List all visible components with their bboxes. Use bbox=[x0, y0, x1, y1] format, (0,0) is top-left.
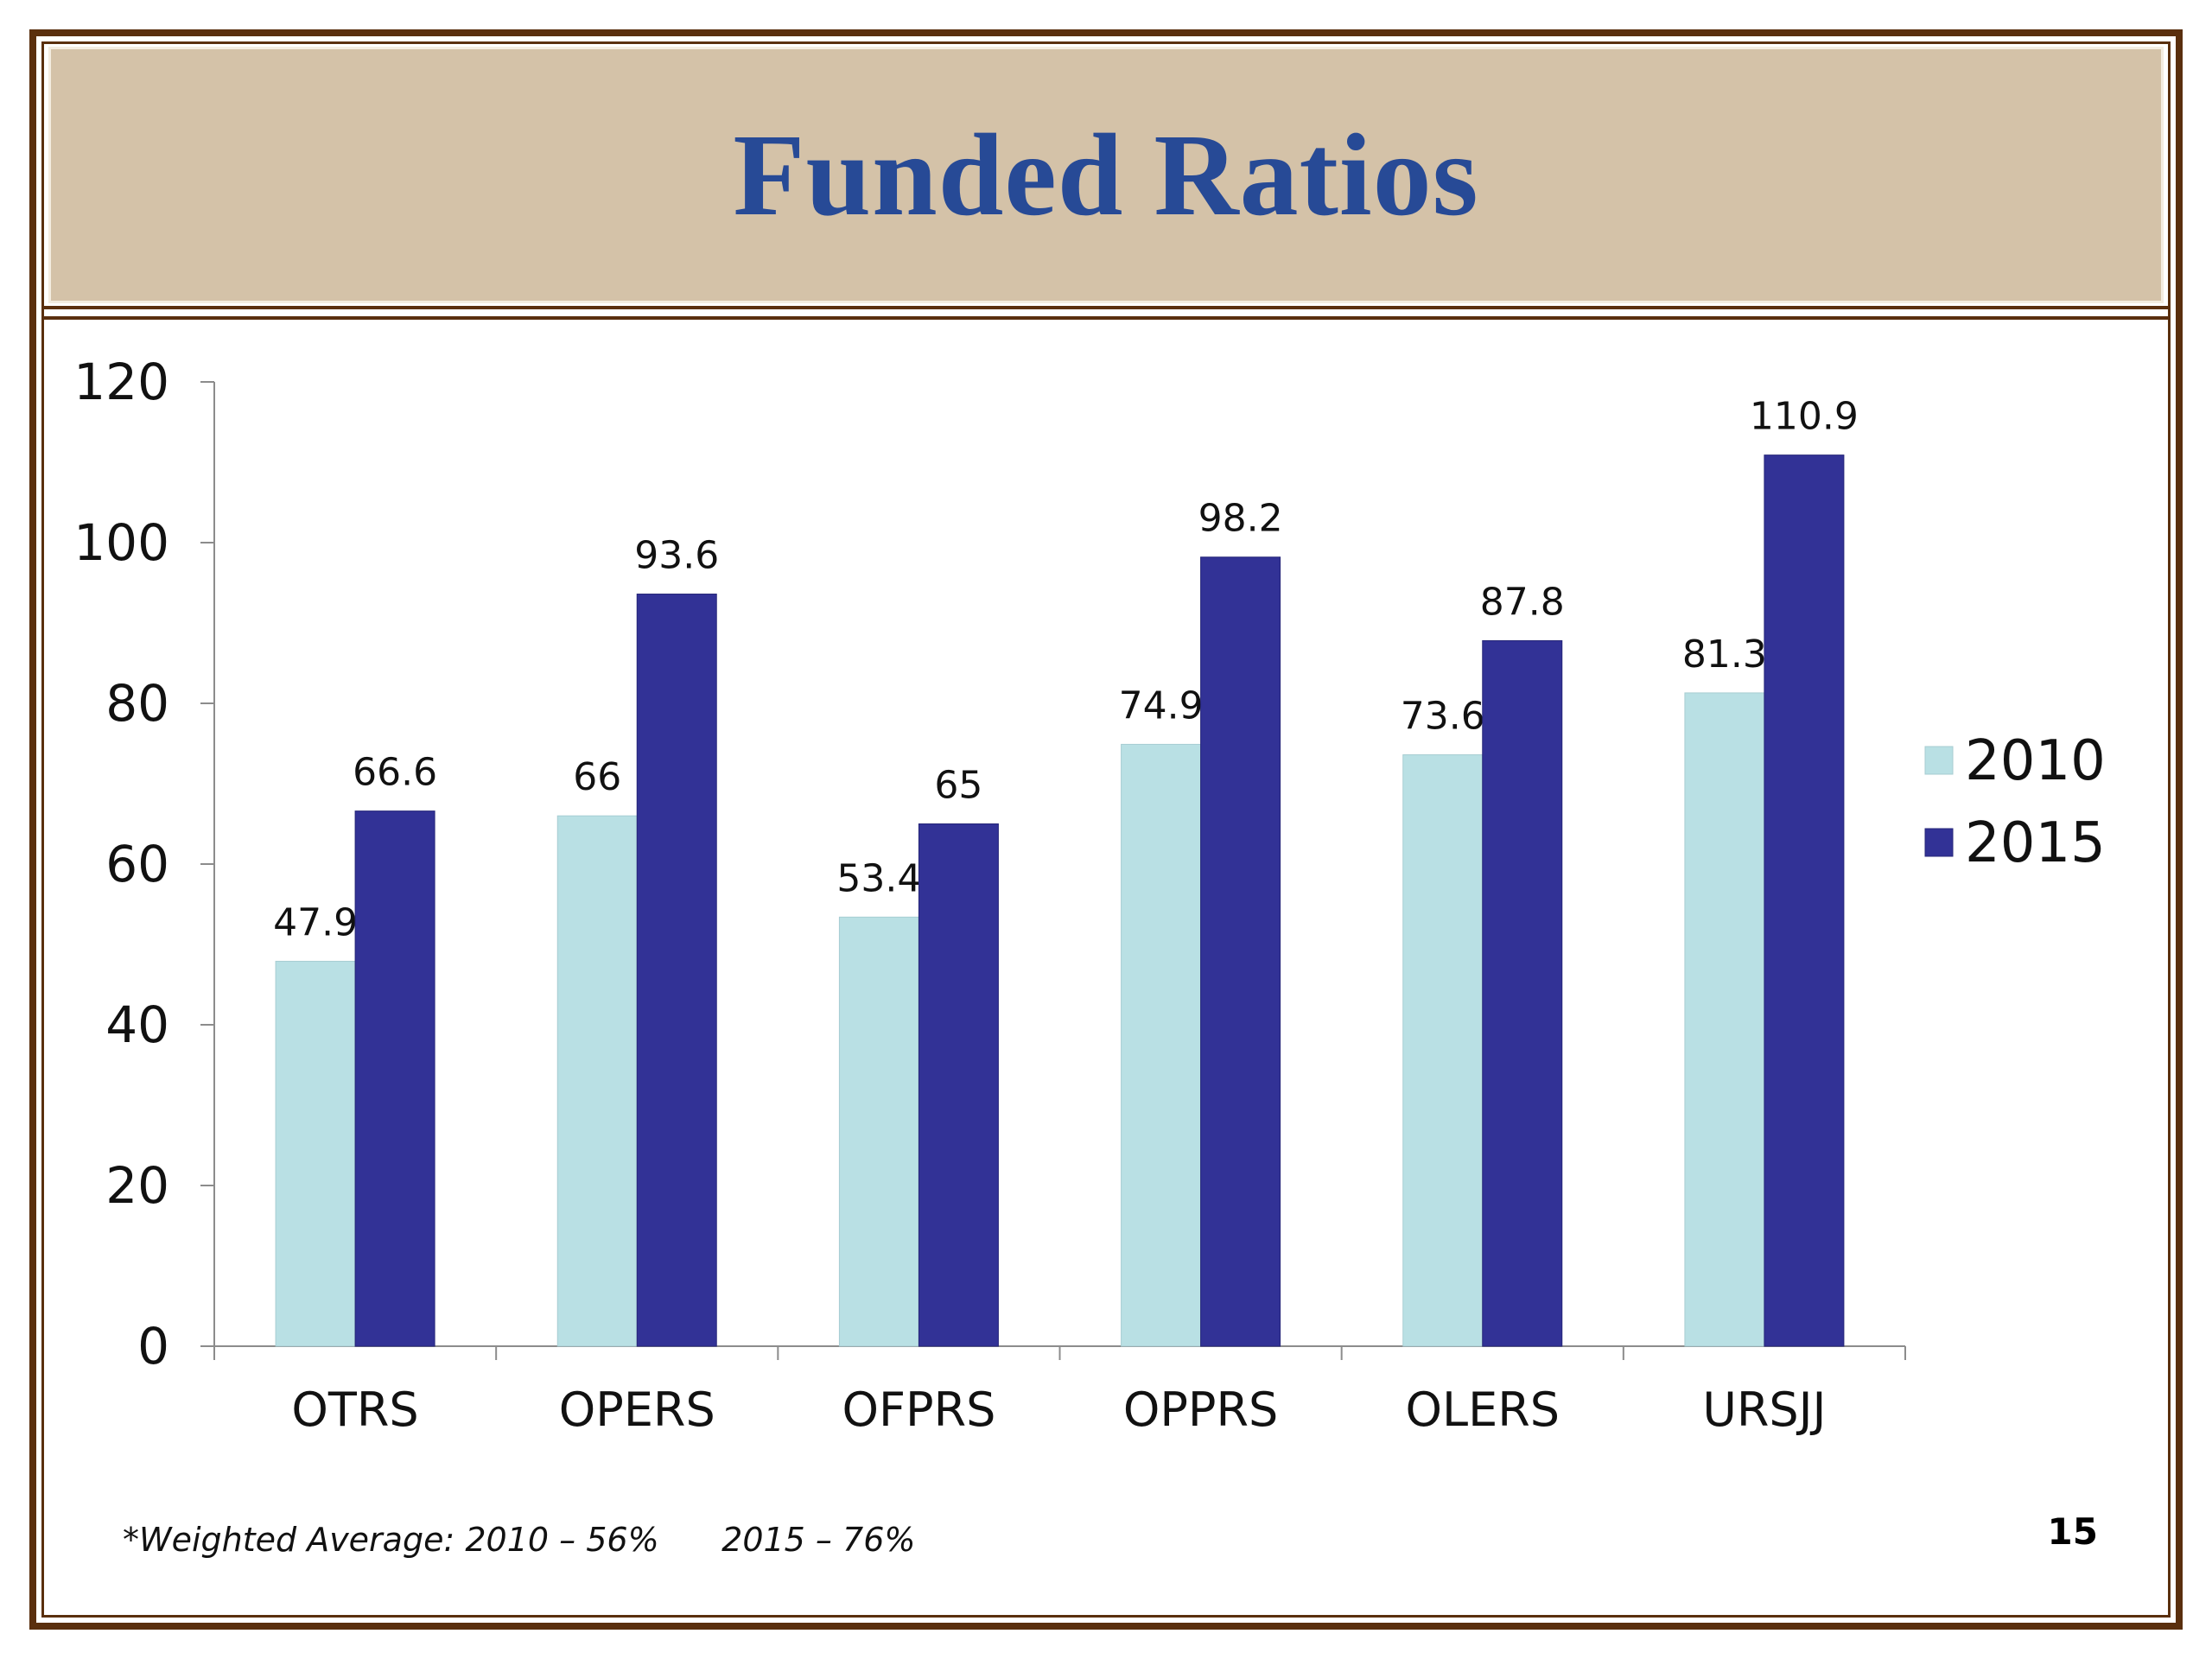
bar-opprs-2015 bbox=[1200, 556, 1281, 1347]
bar-opers-2010 bbox=[556, 815, 638, 1347]
legend-label-2015: 2015 bbox=[1965, 811, 2106, 875]
bar-opers-2015 bbox=[636, 594, 717, 1347]
x-tick-label-ofprs: OFPRS bbox=[842, 1382, 995, 1437]
bar-otrs-2015 bbox=[354, 810, 435, 1347]
weighted-average-footnote: *Weighted Average: 2010 – 56% 2015 – 76% bbox=[123, 1521, 916, 1559]
data-label-otrs-2015: 66.6 bbox=[353, 751, 437, 795]
bar-olers-2015 bbox=[1482, 639, 1563, 1347]
title-divider-top bbox=[41, 306, 2171, 309]
y-tick-label-20: 20 bbox=[105, 1156, 169, 1215]
x-tick-label-otrs: OTRS bbox=[291, 1382, 418, 1437]
legend-label-2010: 2010 bbox=[1965, 729, 2106, 793]
slide-title: Funded Ratios bbox=[733, 110, 1479, 240]
data-label-ursjj-2015: 110.9 bbox=[1750, 395, 1859, 439]
y-tick-label-80: 80 bbox=[105, 674, 169, 733]
x-tick-label-opprs: OPPRS bbox=[1123, 1382, 1278, 1437]
title-divider-bottom bbox=[41, 316, 2171, 320]
bar-olers-2010 bbox=[1402, 754, 1484, 1347]
x-tick-label-opers: OPERS bbox=[559, 1382, 715, 1437]
y-tick-label-60: 60 bbox=[105, 835, 169, 893]
y-tick-label-40: 40 bbox=[105, 995, 169, 1054]
data-label-opers-2015: 93.6 bbox=[634, 534, 719, 578]
y-tick-label-120: 120 bbox=[73, 353, 169, 411]
data-label-olers-2010: 73.6 bbox=[1401, 695, 1485, 739]
bar-ursjj-2015 bbox=[1764, 454, 1845, 1347]
x-tick-label-olers: OLERS bbox=[1405, 1382, 1560, 1437]
bar-ofprs-2010 bbox=[838, 916, 919, 1347]
y-tick-label-100: 100 bbox=[73, 513, 169, 572]
data-label-opers-2010: 66 bbox=[573, 755, 621, 799]
data-label-opprs-2010: 74.9 bbox=[1119, 683, 1204, 728]
x-tick-label-ursjj: URSJJ bbox=[1702, 1382, 1826, 1437]
page-number: 15 bbox=[2047, 1510, 2098, 1553]
bar-otrs-2010 bbox=[275, 961, 356, 1347]
title-band: Funded Ratios bbox=[48, 47, 2164, 303]
y-tick-label-0: 0 bbox=[137, 1317, 169, 1376]
bar-ursjj-2010 bbox=[1684, 692, 1765, 1347]
data-label-ursjj-2010: 81.3 bbox=[1682, 632, 1767, 677]
data-label-olers-2015: 87.8 bbox=[1480, 580, 1565, 624]
slide-inner-frame bbox=[41, 41, 2171, 1618]
legend-swatch-2010 bbox=[1924, 746, 1954, 775]
bar-opprs-2010 bbox=[1121, 743, 1202, 1347]
slide-outer-frame bbox=[29, 29, 2183, 1630]
data-label-ofprs-2015: 65 bbox=[934, 764, 982, 808]
data-label-ofprs-2010: 53.4 bbox=[836, 856, 921, 900]
data-label-opprs-2015: 98.2 bbox=[1198, 497, 1283, 541]
legend-swatch-2015 bbox=[1924, 828, 1954, 857]
bar-ofprs-2015 bbox=[918, 823, 999, 1347]
data-label-otrs-2010: 47.9 bbox=[273, 901, 358, 945]
